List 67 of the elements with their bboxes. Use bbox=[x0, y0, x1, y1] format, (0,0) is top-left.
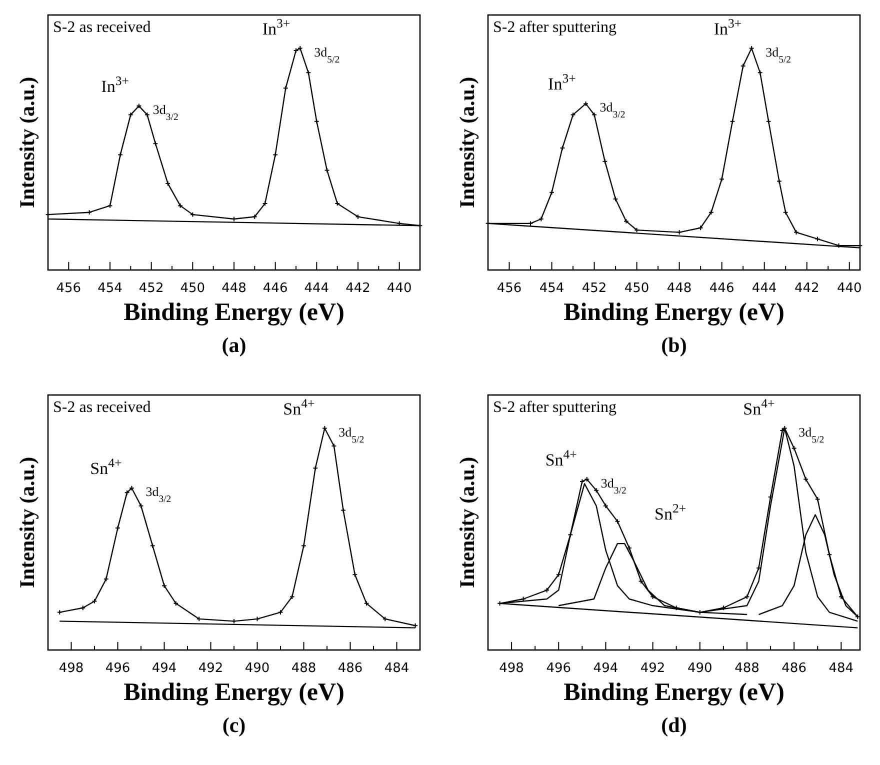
x-axis-title: Binding Energy (eV) bbox=[124, 679, 344, 706]
text: (c) bbox=[222, 713, 246, 737]
text: (b) bbox=[661, 333, 687, 357]
x-tick-label: 456 bbox=[496, 281, 522, 296]
annotation: 3d$_{5/2}$ bbox=[338, 424, 364, 445]
annotation: Sn$^{4+}$ bbox=[90, 456, 122, 478]
x-tick-label: 448 bbox=[666, 281, 692, 296]
x-tick-label: 448 bbox=[222, 281, 246, 296]
x-tick-label: 440 bbox=[836, 281, 862, 296]
x-tick-label: 486 bbox=[338, 661, 363, 676]
y-axis-title: Intensity (a.u.) bbox=[455, 76, 479, 208]
x-axis-title: Binding Energy (eV) bbox=[564, 299, 784, 326]
annotation: Sn$^{4+}$ bbox=[545, 447, 577, 470]
annotation: In$^{3+}$ bbox=[714, 16, 742, 38]
x-tick-label: 456 bbox=[56, 281, 82, 296]
x-tick-label: 494 bbox=[593, 661, 618, 676]
x-axis-title: Binding Energy (eV) bbox=[124, 299, 344, 326]
x-tick-label: 494 bbox=[152, 661, 177, 676]
x-tick-label: 484 bbox=[828, 661, 854, 676]
annotation: In$^{3+}$ bbox=[262, 16, 290, 38]
x-tick-label: 446 bbox=[709, 281, 734, 296]
x-tick-label: 496 bbox=[105, 661, 130, 676]
x-tick-label: 452 bbox=[582, 281, 607, 296]
text: (d) bbox=[661, 713, 687, 737]
x-tick-label: 452 bbox=[138, 281, 164, 296]
annotation: In$^{3+}$ bbox=[548, 72, 576, 94]
x-tick-label: 490 bbox=[687, 661, 712, 676]
x-axis-title: Binding Energy (eV) bbox=[564, 679, 784, 706]
x-tick-label: 444 bbox=[752, 281, 777, 296]
x-tick-label: 440 bbox=[386, 281, 412, 296]
x-tick-label: 498 bbox=[499, 661, 524, 676]
x-tick-label: 496 bbox=[546, 661, 572, 676]
annotation: In$^{3+}$ bbox=[101, 74, 129, 96]
annotation: Sn$^{4+}$ bbox=[283, 396, 315, 418]
chart-title: S-2 as received bbox=[53, 399, 151, 416]
x-tick-label: 490 bbox=[244, 661, 270, 676]
x-tick-label: 446 bbox=[262, 281, 288, 296]
annotation: 3d$_{3/2}$ bbox=[600, 475, 626, 496]
x-tick-label: 442 bbox=[794, 281, 820, 296]
x-tick-label: 484 bbox=[384, 661, 410, 676]
annotation: 3d$_{5/2}$ bbox=[766, 44, 792, 65]
annotation: 3d$_{5/2}$ bbox=[798, 424, 824, 445]
annotation: Sn$^{4+}$ bbox=[743, 396, 775, 418]
annotation: 3d$_{3/2}$ bbox=[600, 100, 626, 120]
annotation: 3d$_{3/2}$ bbox=[152, 102, 179, 122]
y-axis-title: Intensity (a.u.) bbox=[15, 456, 39, 588]
x-tick-label: 498 bbox=[58, 661, 84, 676]
x-tick-label: 444 bbox=[304, 281, 330, 296]
y-axis-title: Intensity (a.u.) bbox=[455, 456, 479, 588]
x-tick-label: 488 bbox=[734, 661, 760, 676]
x-tick-label: 450 bbox=[180, 281, 206, 296]
x-tick-label: 492 bbox=[640, 661, 666, 676]
x-tick-label: 486 bbox=[782, 661, 806, 676]
chart-title: S-2 as received bbox=[53, 19, 151, 36]
x-tick-label: 488 bbox=[291, 661, 316, 676]
annotation: Sn$^{2+}$ bbox=[654, 502, 686, 524]
x-tick-label: 442 bbox=[346, 281, 370, 296]
x-tick-label: 450 bbox=[624, 281, 650, 296]
x-tick-label: 454 bbox=[539, 281, 564, 296]
annotation: 3d$_{3/2}$ bbox=[146, 484, 172, 505]
annotation: 3d$_{5/2}$ bbox=[314, 44, 340, 65]
x-tick-label: 454 bbox=[98, 281, 122, 296]
chart-title: S-2 after sputtering bbox=[493, 19, 617, 36]
chart-title: S-2 after sputtering bbox=[493, 399, 617, 416]
x-tick-label: 492 bbox=[198, 661, 224, 676]
text: (a) bbox=[222, 333, 246, 357]
y-axis-title: Intensity (a.u.) bbox=[15, 76, 39, 208]
